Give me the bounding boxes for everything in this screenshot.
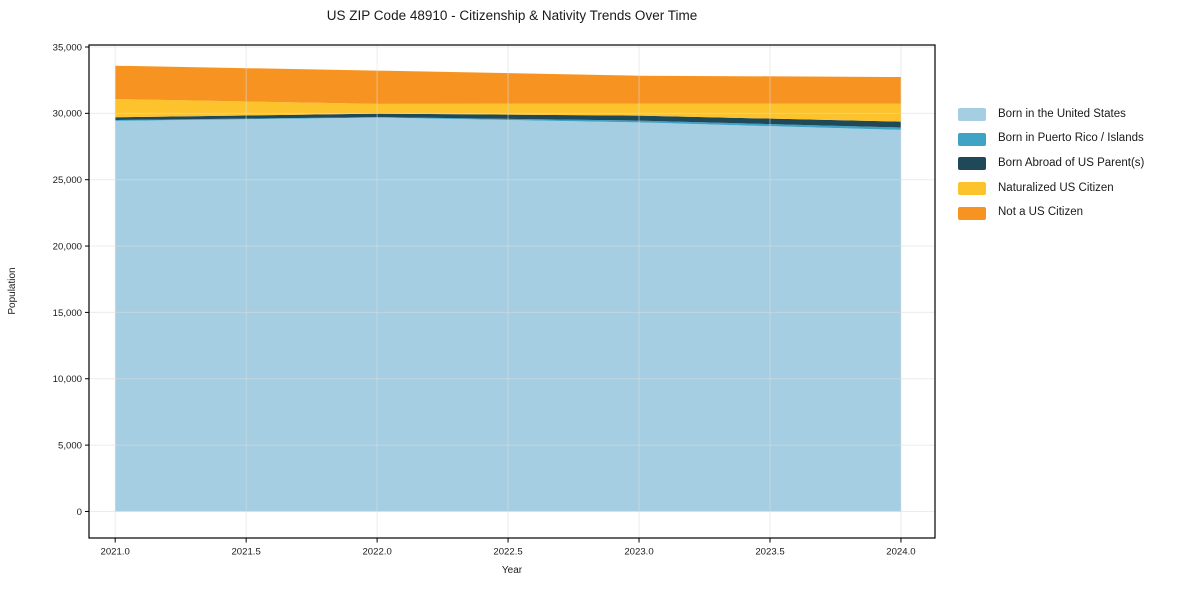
y-tick-label: 35,000 <box>53 42 82 53</box>
chart-title: US ZIP Code 48910 - Citizenship & Nativi… <box>326 8 698 23</box>
legend-swatch-icon <box>958 206 986 220</box>
x-tick-label: 2023.5 <box>755 547 784 558</box>
legend-swatch-icon <box>958 132 986 146</box>
legend-item-born-in-puerto-rico-islands: Born in Puerto Rico / Islands <box>958 127 1144 152</box>
legend-label: Born Abroad of US Parent(s) <box>998 156 1145 169</box>
legend-swatch-icon <box>958 157 986 171</box>
legend-swatch-icon <box>958 107 986 121</box>
y-tick-label: 10,000 <box>53 374 82 385</box>
legend-item-born-abroad-of-us-parent-s: Born Abroad of US Parent(s) <box>958 151 1144 176</box>
legend: Born in the United States Born in Puerto … <box>958 102 1144 225</box>
legend-item-naturalized-us-citizen: Naturalized US Citizen <box>958 176 1144 201</box>
x-tick-label: 2021.0 <box>101 547 130 558</box>
x-tick-label: 2022.5 <box>493 547 522 558</box>
x-tick-label: 2023.0 <box>624 547 653 558</box>
legend-item-not-a-us-citizen: Not a US Citizen <box>958 201 1144 226</box>
x-axis-label: Year <box>501 565 523 576</box>
x-tick-label: 2022.0 <box>362 547 391 558</box>
y-tick-label: 15,000 <box>53 308 82 319</box>
legend-label: Born in the United States <box>998 107 1126 120</box>
area-born-abroad-of-us-parent-s <box>115 113 901 128</box>
y-tick-label: 30,000 <box>53 109 82 120</box>
legend-item-born-in-the-united-states: Born in the United States <box>958 102 1144 127</box>
legend-label: Not a US Citizen <box>998 206 1084 219</box>
y-tick-label: 20,000 <box>53 241 82 252</box>
x-tick-label: 2024.0 <box>886 547 915 558</box>
y-tick-label: 0 <box>77 507 82 518</box>
legend-label: Naturalized US Citizen <box>998 181 1114 194</box>
legend-label: Born in Puerto Rico / Islands <box>998 132 1144 145</box>
plot-border <box>88 44 936 539</box>
legend-swatch-icon <box>958 181 986 195</box>
y-axis-label: Population <box>7 267 18 315</box>
x-tick-label: 2021.5 <box>231 547 260 558</box>
y-tick-label: 5,000 <box>58 441 82 452</box>
y-tick-label: 25,000 <box>53 175 82 186</box>
